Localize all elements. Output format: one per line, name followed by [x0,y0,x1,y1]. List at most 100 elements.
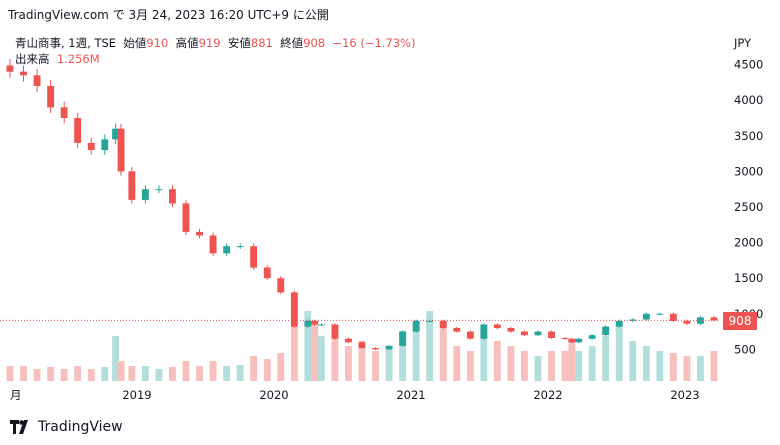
candle-body [60,107,68,118]
candle-body [466,331,474,339]
candle-body [372,348,379,350]
volume-bar [575,351,583,381]
volume-bar [155,369,163,381]
time-axis[interactable]: 月 2019 2020 2021 2022 2023 [10,388,700,402]
volume-legend: 出来高 1.256M [15,51,100,67]
price-tick-label: 4500 [734,58,763,72]
volume-bar [466,351,474,381]
volume-label: 出来高 [15,52,50,66]
volume-bar [128,366,136,381]
candle-body [534,331,542,336]
volume-bar [117,361,125,381]
price-tick-label: 1500 [734,271,763,285]
price-tick-label: 3500 [734,129,763,143]
volume-bar [112,336,119,381]
low-value: 881 [250,36,273,50]
candle-body [74,118,82,143]
volume-bar [169,367,176,381]
candle-body [548,331,555,338]
candle-body [277,278,285,293]
volume-bar [568,341,576,381]
candle-body [412,320,420,332]
volume-bar [304,311,312,381]
candle-body [112,128,119,140]
publish-caption: TradingView.com で 3月 24, 2023 16:20 UTC+… [8,8,329,22]
candle-body [521,331,528,336]
volume-bar [250,356,258,381]
volume-bar [223,366,231,381]
candle-body [311,320,319,325]
tradingview-logo-icon [10,420,28,434]
close-value: 908 [303,36,326,50]
volume-bar [656,351,664,381]
candle-body [87,142,95,150]
candle-body [426,320,434,322]
footer-brand: TradingView [38,419,123,435]
price-tick-label: 3000 [734,164,763,178]
candle-body [669,313,677,321]
chart-area[interactable]: 45004000350030002500200015001000500 月201… [0,30,780,415]
volume-bar [602,336,610,381]
candle-body [345,338,352,343]
candle-body [250,246,258,268]
candle-body [6,65,14,72]
symbol-label[interactable]: 青山商事, 1週, TSE [15,36,117,50]
volume-bar [20,366,27,381]
volume-bar [60,369,68,381]
volume-bar [399,331,407,381]
candle-body [141,189,149,200]
candle-body [331,324,339,339]
candle-body [561,338,569,339]
time-tick-label: 2023 [670,388,699,402]
low-label: 安値 [227,36,251,50]
candle-body [480,324,488,339]
candle-body [33,75,41,86]
volume-bar [629,341,637,381]
candle-body [155,189,163,191]
volume-bars [6,311,718,381]
volume-bar [507,346,515,381]
volume-bar [317,336,325,381]
candle-body [317,324,325,326]
high-label: 高値 [175,36,199,50]
volume-bar [209,361,217,381]
ohlc-legend: 青山商事, 1週, TSE 始値910 高値919 安値881 終値908 −1… [15,35,415,51]
volume-bar [588,346,596,381]
candle-body [117,128,125,172]
candle-body [507,328,515,332]
candle-body [642,313,650,320]
volume-bar [642,346,650,381]
volume-bar [331,336,339,381]
candle-body [399,331,407,346]
candle-body [209,235,217,254]
candle-body [290,292,298,327]
volume-bar [6,366,14,381]
volume-bar [439,321,447,381]
volume-bar [263,359,271,381]
volume-bar [236,365,244,381]
volume-bar [480,331,488,381]
price-chart[interactable]: 45004000350030002500200015001000500 月201… [0,30,780,415]
candle-body [182,203,190,232]
candle-body [656,313,664,315]
time-tick-label: 2019 [122,388,151,402]
time-tick-label: 2022 [533,388,562,402]
volume-bar [669,353,677,381]
volume-bar [141,366,149,381]
candle-body [263,267,271,279]
candle-body [101,139,109,151]
time-tick-label: 2020 [259,388,288,402]
candle-body [602,326,610,336]
volume-bar [453,346,461,381]
candle-body [453,328,461,332]
tradingview-logo[interactable]: TradingView [10,419,123,435]
candle-body [439,320,447,328]
volume-bar [710,351,718,381]
open-label: 始値 [123,36,147,50]
candle-body [20,71,27,76]
currency-label: JPY [734,36,752,50]
volume-bar [311,321,319,381]
candle-body [358,342,366,348]
candle-body [683,320,691,324]
price-tick-label: 4000 [734,93,763,107]
